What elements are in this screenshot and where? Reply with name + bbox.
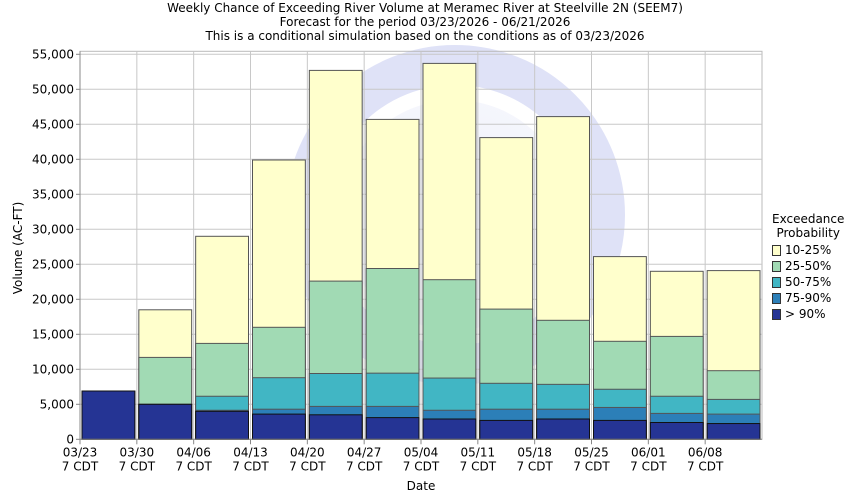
- x-tick-label-time: 7 CDT: [516, 459, 553, 473]
- legend: Exceedance Probability 10-25% 25-50% 50-75…: [772, 212, 844, 322]
- x-tick-label: 05/25: [574, 445, 609, 459]
- bar-segment: [706, 423, 761, 440]
- legend-label: 25-50%: [785, 259, 832, 273]
- bar-segment: [479, 419, 534, 440]
- x-tick-label: 04/13: [233, 445, 268, 459]
- chart-subtitle-2: This is a conditional simulation based o…: [205, 29, 645, 43]
- x-tick-label: 04/06: [176, 445, 211, 459]
- legend-label: 75-90%: [785, 291, 832, 305]
- x-tick-label-time: 7 CDT: [346, 459, 383, 473]
- bar-segment: [252, 413, 306, 440]
- x-tick-label: 03/23: [63, 445, 98, 459]
- legend-label: 50-75%: [785, 275, 832, 289]
- y-tick-label: 25,000: [32, 257, 74, 271]
- x-tick-label: 05/04: [404, 445, 439, 459]
- y-tick-label: 40,000: [32, 152, 74, 166]
- x-tick-label: 05/18: [517, 445, 552, 459]
- bar-segment: [308, 414, 363, 440]
- legend-swatch: [772, 244, 781, 256]
- x-tick-label-time: 7 CDT: [573, 459, 610, 473]
- x-tick-label: 05/11: [461, 445, 496, 459]
- x-tick-label-time: 7 CDT: [630, 459, 667, 473]
- bar-segment: [81, 390, 136, 440]
- y-tick-label: 0: [66, 432, 74, 446]
- legend-label: 10-25%: [785, 243, 832, 257]
- legend-title-2: Probability: [776, 226, 840, 240]
- x-tick-label: 03/30: [120, 445, 155, 459]
- bar-segment: [593, 419, 647, 440]
- y-tick-label: 15,000: [32, 327, 74, 341]
- legend-item: > 90%: [772, 306, 844, 322]
- bar-segment: [422, 418, 477, 440]
- x-tick-label-time: 7 CDT: [289, 459, 326, 473]
- x-axis-label: Date: [407, 479, 436, 493]
- bar-segment: [195, 410, 250, 440]
- bar-segment: [365, 417, 420, 440]
- legend-item: 25-50%: [772, 258, 844, 274]
- legend-swatch: [772, 308, 781, 320]
- legend-title-1: Exceedance: [772, 212, 845, 226]
- legend-item: 50-75%: [772, 274, 844, 290]
- bar-segment: [536, 418, 591, 440]
- x-tick-label: 04/20: [290, 445, 325, 459]
- x-tick-label: 06/08: [688, 445, 723, 459]
- y-tick-label: 5,000: [40, 397, 74, 411]
- legend-swatch: [772, 260, 781, 272]
- legend-swatch: [772, 276, 781, 288]
- y-tick-label: 10,000: [32, 362, 74, 376]
- legend-item: 75-90%: [772, 290, 844, 306]
- x-tick-label-time: 7 CDT: [460, 459, 497, 473]
- bar-segment: [138, 403, 193, 440]
- chart-title: Weekly Chance of Exceeding River Volume …: [167, 1, 683, 15]
- y-tick-label: 45,000: [32, 117, 74, 131]
- legend-label: > 90%: [785, 307, 826, 321]
- y-tick-label: 30,000: [32, 222, 74, 236]
- x-tick-label-time: 7 CDT: [403, 459, 440, 473]
- x-tick-label-time: 7 CDT: [232, 459, 269, 473]
- x-tick-label: 06/01: [631, 445, 666, 459]
- y-axis-label: Volume (AC-FT): [11, 202, 25, 295]
- x-tick-label: 04/27: [347, 445, 382, 459]
- y-tick-label: 20,000: [32, 292, 74, 306]
- y-tick-label: 55,000: [32, 47, 74, 61]
- y-tick-label: 50,000: [32, 82, 74, 96]
- x-tick-label-time: 7 CDT: [62, 459, 99, 473]
- x-tick-label-time: 7 CDT: [119, 459, 156, 473]
- bar-segment: [649, 422, 704, 440]
- x-tick-label-time: 7 CDT: [175, 459, 212, 473]
- chart-subtitle-1: Forecast for the period 03/23/2026 - 06/…: [279, 15, 571, 29]
- legend-item: 10-25%: [772, 242, 844, 258]
- y-tick-label: 35,000: [32, 187, 74, 201]
- legend-swatch: [772, 292, 781, 304]
- x-tick-label-time: 7 CDT: [687, 459, 724, 473]
